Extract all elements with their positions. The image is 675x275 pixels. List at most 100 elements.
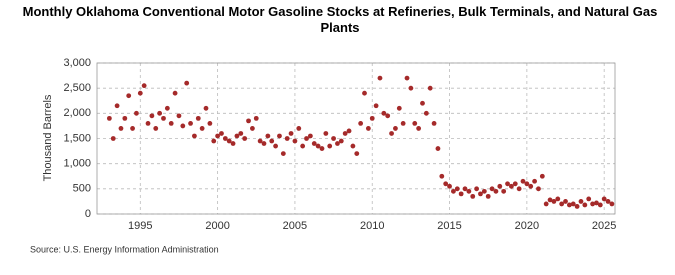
point: [300, 143, 306, 149]
point: [420, 100, 425, 106]
point: [358, 121, 364, 126]
point: [609, 201, 615, 207]
point: [284, 136, 290, 141]
x-tick-label: 2025: [592, 220, 616, 232]
x-tick-label: 1995: [128, 220, 152, 232]
point: [203, 105, 209, 111]
point: [273, 143, 278, 149]
point: [195, 115, 201, 121]
point: [516, 186, 522, 192]
point: [261, 141, 267, 146]
point: [539, 173, 545, 179]
point: [396, 105, 402, 111]
point: [118, 126, 124, 131]
point: [501, 188, 507, 194]
point: [180, 123, 186, 129]
point: [354, 151, 360, 157]
point: [551, 199, 557, 204]
point: [149, 113, 155, 119]
point: [485, 193, 491, 199]
x-tick-label: 2015: [437, 220, 461, 232]
point: [199, 126, 205, 131]
point: [304, 136, 309, 141]
point: [474, 186, 480, 192]
point: [509, 183, 514, 189]
point: [443, 181, 449, 187]
point: [400, 121, 406, 126]
x-tick-label: 2005: [283, 220, 307, 232]
point: [389, 131, 394, 136]
point: [327, 143, 333, 149]
point: [362, 90, 367, 96]
point: [130, 126, 135, 131]
point: [319, 146, 325, 151]
point: [234, 133, 240, 139]
x-tick-label: 2010: [360, 220, 384, 232]
point: [431, 121, 437, 126]
point: [385, 113, 391, 119]
point: [331, 136, 336, 141]
point: [110, 136, 116, 141]
source: Source: U.S. Energy Information Administ…: [30, 244, 219, 254]
point: [586, 196, 592, 202]
y-tick-label: 2,000: [63, 107, 91, 119]
point: [335, 141, 340, 146]
point: [439, 173, 445, 179]
point: [311, 141, 317, 146]
point: [574, 204, 580, 209]
point: [377, 75, 383, 81]
point: [346, 128, 352, 134]
point: [605, 199, 611, 204]
point: [435, 146, 441, 151]
x-tick-label: 2020: [515, 220, 539, 232]
point: [137, 90, 143, 96]
point: [532, 178, 537, 184]
point: [315, 143, 321, 149]
point: [164, 105, 170, 111]
point: [141, 83, 147, 89]
point: [280, 151, 286, 157]
point: [219, 131, 224, 136]
point: [404, 75, 410, 81]
point: [416, 126, 422, 131]
point: [238, 131, 244, 136]
point: [207, 121, 213, 126]
point: [192, 133, 197, 139]
point: [543, 201, 549, 207]
point: [288, 131, 294, 136]
point: [106, 115, 112, 121]
y-tick-label: 1,000: [63, 158, 91, 170]
point: [454, 186, 460, 192]
point: [168, 121, 174, 126]
point: [323, 131, 329, 136]
point: [222, 136, 228, 141]
point: [528, 183, 534, 189]
point: [493, 188, 499, 194]
point: [257, 138, 263, 144]
y-tick-label: 3,000: [63, 57, 91, 69]
point: [536, 186, 541, 192]
point: [365, 126, 371, 131]
point: [466, 188, 472, 194]
point: [307, 133, 313, 139]
point: [547, 197, 553, 203]
point: [114, 103, 120, 109]
point: [559, 201, 565, 207]
point: [563, 199, 568, 204]
point: [462, 186, 468, 192]
point: [269, 138, 275, 144]
point: [381, 110, 387, 116]
point: [582, 202, 588, 208]
point: [226, 138, 232, 144]
point: [594, 200, 599, 206]
point: [369, 115, 375, 121]
point: [470, 193, 476, 199]
point: [145, 121, 151, 126]
point: [153, 126, 159, 131]
point: [427, 85, 433, 91]
y-tick-label: 1,500: [63, 132, 91, 144]
point: [126, 93, 132, 99]
point: [350, 143, 356, 149]
point: [578, 199, 584, 204]
